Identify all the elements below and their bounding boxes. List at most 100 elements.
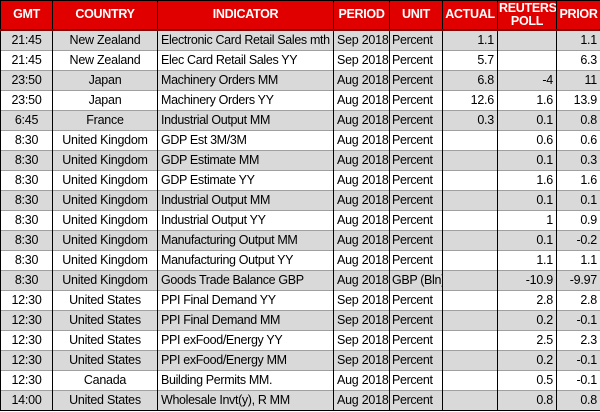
cell-period: Aug 2018 [333,249,390,270]
cell-unit: Percent [389,169,443,190]
cell-poll: 1.6 [497,169,557,190]
cell-prior: -0.1 [556,369,600,390]
cell-gmt: 8:30 [0,229,53,250]
cell-unit: Percent [389,189,443,210]
cell-prior: 0.3 [556,149,600,170]
cell-period: Aug 2018 [333,189,390,210]
cell-unit: GBP (Bln) [389,269,443,290]
cell-gmt: 12:30 [0,289,53,310]
column-header-indicator: INDICATOR [157,0,334,31]
cell-period: Aug 2018 [333,129,390,150]
column-header-prior: PRIOR [556,0,600,31]
column-header-actual: ACTUAL [442,0,498,31]
cell-unit: Percent [389,309,443,330]
cell-prior: 2.3 [556,329,600,350]
cell-indicator: GDP Estimate MM [157,149,334,170]
cell-period: Aug 2018 [333,149,390,170]
cell-actual: 12.6 [442,89,498,110]
cell-indicator: Building Permits MM. [157,369,334,390]
cell-prior: -0.1 [556,309,600,330]
cell-period: Sep 2018 [333,289,390,310]
cell-period: Aug 2018 [333,169,390,190]
cell-country: Canada [52,369,158,390]
cell-prior: 6.3 [556,49,600,70]
table-row: 8:30 United Kingdom Manufacturing Output M… [0,229,600,250]
cell-poll: 0.1 [497,189,557,210]
cell-period: Sep 2018 [333,329,390,350]
cell-gmt: 8:30 [0,169,53,190]
cell-country: United Kingdom [52,189,158,210]
cell-indicator: PPI exFood/Energy YY [157,329,334,350]
cell-poll: -10.9 [497,269,557,290]
cell-actual [442,149,498,170]
table-row: 8:30 United Kingdom GDP Estimate MM Aug 201… [0,149,600,170]
cell-period: Aug 2018 [333,69,390,90]
cell-period: Aug 2018 [333,389,390,410]
cell-country: United States [52,309,158,330]
cell-prior: 11 [556,69,600,90]
cell-indicator: Wholesale Invt(y), R MM [157,389,334,410]
table-row: 23:50 Japan Machinery Orders YY Aug 2018 Per… [0,89,600,110]
cell-country: United Kingdom [52,209,158,230]
cell-country: United States [52,349,158,370]
cell-period: Aug 2018 [333,89,390,110]
cell-indicator: Manufacturing Output MM [157,229,334,250]
table-row: 8:30 United Kingdom Goods Trade Balance GB… [0,269,600,290]
cell-period: Aug 2018 [333,269,390,290]
cell-poll: 0.1 [497,109,557,130]
cell-actual [442,349,498,370]
table-row: 12:30 United States PPI Final Demand MM Sep… [0,309,600,330]
table-row: 14:00 United States Wholesale Invt(y), R M… [0,389,600,410]
cell-actual [442,269,498,290]
cell-poll: 2.5 [497,329,557,350]
cell-actual [442,389,498,410]
cell-actual [442,209,498,230]
cell-actual [442,189,498,210]
cell-actual [442,229,498,250]
cell-indicator: PPI Final Demand YY [157,289,334,310]
cell-gmt: 8:30 [0,189,53,210]
cell-period: Aug 2018 [333,109,390,130]
cell-prior: 1.6 [556,169,600,190]
cell-poll: 1 [497,209,557,230]
cell-actual [442,369,498,390]
column-header-reuters-poll: REUTERS POLL [497,0,557,31]
column-header-unit: UNIT [389,0,443,31]
cell-prior: 0.6 [556,129,600,150]
table-row: 8:30 United Kingdom GDP Estimate YY Aug 201… [0,169,600,190]
cell-country: United Kingdom [52,269,158,290]
cell-gmt: 8:30 [0,129,53,150]
cell-actual [442,309,498,330]
cell-period: Aug 2018 [333,209,390,230]
cell-prior: -0.2 [556,229,600,250]
cell-unit: Percent [389,369,443,390]
cell-gmt: 12:30 [0,309,53,330]
cell-prior: -0.1 [556,349,600,370]
cell-country: New Zealand [52,29,158,50]
table-row: 8:30 United Kingdom GDP Est 3M/3M Aug 2018 P… [0,129,600,150]
cell-indicator: Electronic Card Retail Sales mth [157,29,334,50]
table-row: 21:45 New Zealand Elec Card Retail Sales Y… [0,49,600,70]
cell-prior: 0.1 [556,189,600,210]
cell-period: Sep 2018 [333,49,390,70]
cell-country: United States [52,389,158,410]
cell-unit: Percent [389,109,443,130]
cell-period: Sep 2018 [333,309,390,330]
column-header-gmt: GMT [0,0,53,31]
cell-actual [442,169,498,190]
cell-unit: Percent [389,49,443,70]
cell-unit: Percent [389,289,443,310]
column-header-country: COUNTRY [52,0,158,31]
cell-period: Aug 2018 [333,229,390,250]
cell-unit: Percent [389,329,443,350]
cell-gmt: 12:30 [0,369,53,390]
table-row: 8:30 United Kingdom Industrial Output YY Au… [0,209,600,230]
cell-actual [442,129,498,150]
cell-indicator: Machinery Orders MM [157,69,334,90]
cell-poll: 1.1 [497,249,557,270]
cell-country: New Zealand [52,49,158,70]
cell-gmt: 14:00 [0,389,53,410]
cell-period: Sep 2018 [333,29,390,50]
table-row: 8:30 United Kingdom Manufacturing Output Y… [0,249,600,270]
